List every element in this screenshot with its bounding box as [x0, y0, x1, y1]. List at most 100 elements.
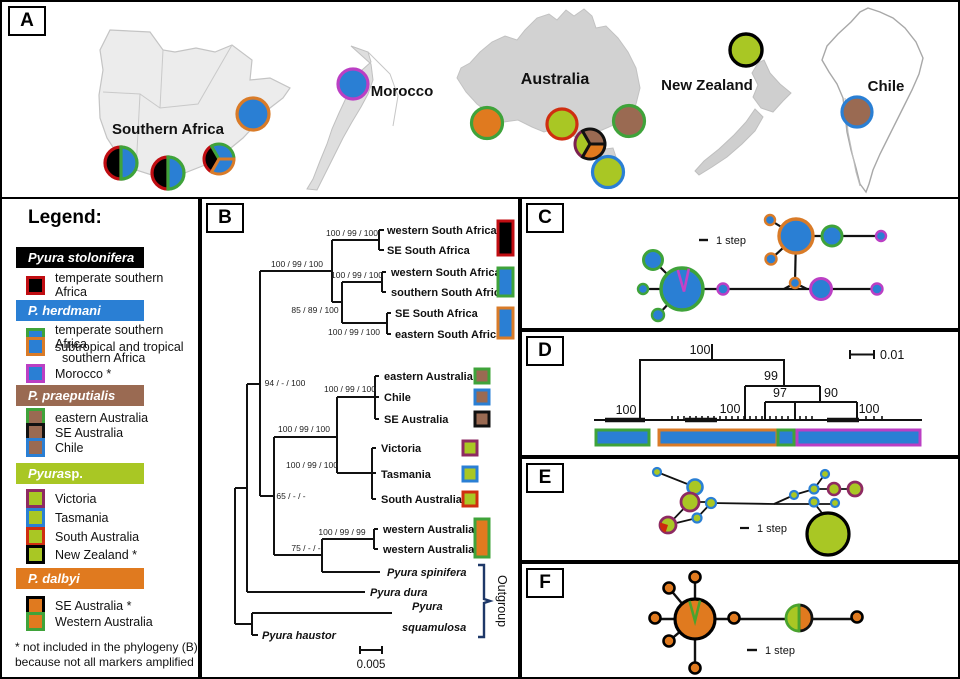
- haplotype-node: [820, 224, 844, 248]
- tree-d-branches: [594, 344, 922, 421]
- map-new-zealand: [694, 59, 792, 176]
- pie-sa-east: [235, 96, 271, 132]
- tip-label: SE Australia: [384, 414, 449, 426]
- haplotype-node: [808, 496, 820, 508]
- tree-d-graphic: 100 99 97 90 100 100 100 0.01: [594, 343, 922, 447]
- label-australia: Australia: [521, 71, 590, 88]
- clade-box-herdmani-temperate: [496, 266, 515, 298]
- legend-title: Legend:: [28, 207, 102, 228]
- tip-label-haustor: Pyura haustor: [262, 630, 337, 642]
- haplotype-node-mixed-wa: [784, 603, 814, 633]
- haplotype-node: [648, 611, 662, 625]
- haplotype-node: [809, 277, 833, 301]
- legend-header-stolonifera: Pyura stolonifera: [16, 247, 144, 268]
- swatch-tasmania: [26, 508, 45, 527]
- legend-item: subtropical and tropical: [26, 337, 184, 356]
- legend-item: SE Australia: [26, 423, 123, 442]
- legend-item-label: SE Australia: [55, 425, 124, 440]
- clade-box-herdmani-subtropical: [496, 306, 515, 340]
- legend-item-label: Tasmania: [55, 510, 109, 525]
- legend-item: South Australia: [26, 527, 139, 546]
- panel-f-network: 1 step: [520, 562, 960, 679]
- panel-d-tree: 100 99 97 90 100 100 100 0.01: [520, 330, 960, 457]
- haplotype-node: [688, 570, 702, 584]
- pie-sa-southeast: [202, 142, 236, 176]
- label-southern-africa: Southern Africa: [112, 121, 225, 138]
- tip-label: Chile: [384, 392, 411, 404]
- legend-panel: Legend: Pyura stolonifera temperate sout…: [0, 197, 200, 679]
- panel-c-label: C: [526, 203, 564, 233]
- haplotype-node: [788, 489, 800, 501]
- legend-item-label: SE Australia *: [55, 598, 132, 613]
- legend-item-label: eastern Australia: [55, 410, 149, 425]
- haplotype-node: [636, 282, 650, 296]
- label-new-zealand: New Zealand: [661, 77, 753, 94]
- haplotype-node: [870, 282, 884, 296]
- outgroup-label: Outgroup: [495, 575, 509, 627]
- haplotype-node: [846, 480, 864, 498]
- legend-item: SE Australia *: [26, 596, 131, 615]
- tip-label: western Australia: [382, 544, 475, 556]
- legend-item-label: New Zealand *: [55, 547, 137, 562]
- support-value: 75 / - / -: [291, 543, 320, 553]
- tip-label: South Australia: [381, 494, 463, 506]
- haplotype-node: [819, 468, 831, 480]
- pie-tasmania: [590, 154, 626, 190]
- support-value: 100 / 99 / 100: [271, 259, 323, 269]
- tip-label-squamulosa-2: squamulosa: [402, 622, 466, 634]
- legend-item-label: South Australia: [55, 529, 140, 544]
- legend-item: Morocco *: [26, 364, 111, 383]
- tip-label: western South Africa: [386, 225, 497, 237]
- haplotype-node: [829, 497, 841, 509]
- lineage-bar-morocco: [795, 428, 922, 447]
- haplotype-node-major-subtropical: [777, 217, 815, 255]
- legend-item-label: southern Africa: [62, 351, 146, 365]
- haplotype-node: [662, 581, 676, 595]
- outgroup-bracket: [478, 563, 494, 639]
- pie-chile: [840, 95, 874, 129]
- tip-label: SE South Africa: [387, 245, 471, 257]
- haplotype-node: [688, 661, 702, 675]
- haplotype-node: [704, 496, 718, 510]
- haplotype-node: [650, 307, 666, 323]
- scale-bar-b: [359, 646, 383, 654]
- haplotype-node: [716, 282, 730, 296]
- legend-header-herdmani: P. herdmani: [16, 300, 144, 321]
- clade-box-chile: [473, 388, 491, 406]
- label-chile: Chile: [868, 78, 905, 95]
- panel-d-label: D: [526, 336, 564, 366]
- panel-b-label: B: [206, 203, 244, 233]
- tip-label-dura: Pyura dura: [370, 587, 427, 599]
- scale-label-e: 1 step: [757, 523, 787, 535]
- legend-item-label: Chile: [55, 440, 84, 455]
- legend-item-label: Morocco *: [55, 366, 112, 381]
- pie-australia-southeast: [573, 127, 607, 161]
- haplotype-node: [808, 483, 820, 495]
- panel-b-phylogeny: western South Africa SE South Africa wes…: [200, 197, 520, 679]
- map-south-america: [821, 7, 924, 194]
- tip-label: Tasmania: [381, 469, 432, 481]
- clade-box-western-australia: [473, 517, 491, 559]
- haplotype-node: [788, 276, 802, 290]
- haplotype-node: [764, 252, 778, 266]
- support-value-d: 99: [764, 369, 778, 383]
- support-value: 100 / 99 / 99: [318, 527, 366, 537]
- haplotype-node: [662, 634, 676, 648]
- panel-e-label: E: [526, 463, 564, 493]
- tip-label: eastern South Africa: [395, 329, 503, 341]
- swatch-western-australia: [26, 612, 45, 631]
- panel-e-network: 1 step: [520, 457, 960, 562]
- label-morocco: Morocco: [371, 83, 434, 100]
- legend-item: temperate southern Africa: [26, 271, 198, 299]
- pie-australia-east: [611, 103, 647, 139]
- map-australia: [456, 8, 641, 170]
- haplotype-node: [727, 611, 741, 625]
- haplotype-node-victoria: [679, 491, 701, 513]
- swatch-south-australia: [26, 527, 45, 546]
- legend-item-label: temperate southern Africa: [54, 271, 164, 299]
- haplotype-node: [651, 466, 663, 478]
- legend-item: Tasmania: [26, 508, 109, 527]
- maps-graphic: Southern Africa Morocco Australia New Ze…: [98, 7, 924, 194]
- support-value: 100 / 99 / 100: [331, 270, 383, 280]
